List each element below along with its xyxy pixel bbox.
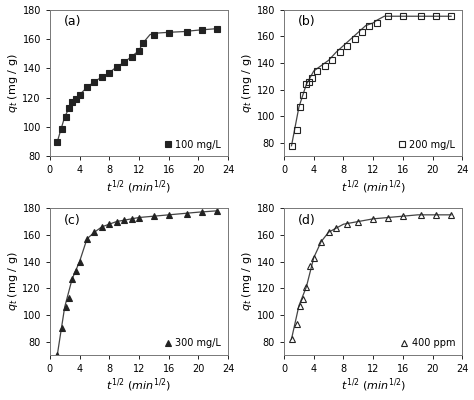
- Text: (a): (a): [64, 16, 82, 28]
- Y-axis label: $q_t$ (mg / g): $q_t$ (mg / g): [6, 53, 19, 113]
- Text: (c): (c): [64, 214, 81, 227]
- Y-axis label: $q_t$ (mg / g): $q_t$ (mg / g): [240, 53, 254, 113]
- X-axis label: $t^{1/2}$ $(min^{1/2})$: $t^{1/2}$ $(min^{1/2})$: [107, 377, 172, 394]
- Text: (b): (b): [298, 16, 316, 28]
- Legend: 400 ppm: 400 ppm: [397, 336, 457, 350]
- Text: (d): (d): [298, 214, 316, 227]
- X-axis label: $t^{1/2}$ $(min^{1/2})$: $t^{1/2}$ $(min^{1/2})$: [341, 178, 406, 196]
- Y-axis label: $q_t$ (mg / g): $q_t$ (mg / g): [6, 252, 19, 311]
- Legend: 300 mg/L: 300 mg/L: [161, 336, 223, 350]
- X-axis label: $t^{1/2}$ $(min^{1/2})$: $t^{1/2}$ $(min^{1/2})$: [341, 377, 406, 394]
- Legend: 100 mg/L: 100 mg/L: [161, 138, 223, 152]
- X-axis label: $t^{1/2}$ $(min^{1/2})$: $t^{1/2}$ $(min^{1/2})$: [107, 178, 172, 196]
- Y-axis label: $q_t$ (mg / g): $q_t$ (mg / g): [240, 252, 254, 311]
- Legend: 200 mg/L: 200 mg/L: [395, 138, 457, 152]
